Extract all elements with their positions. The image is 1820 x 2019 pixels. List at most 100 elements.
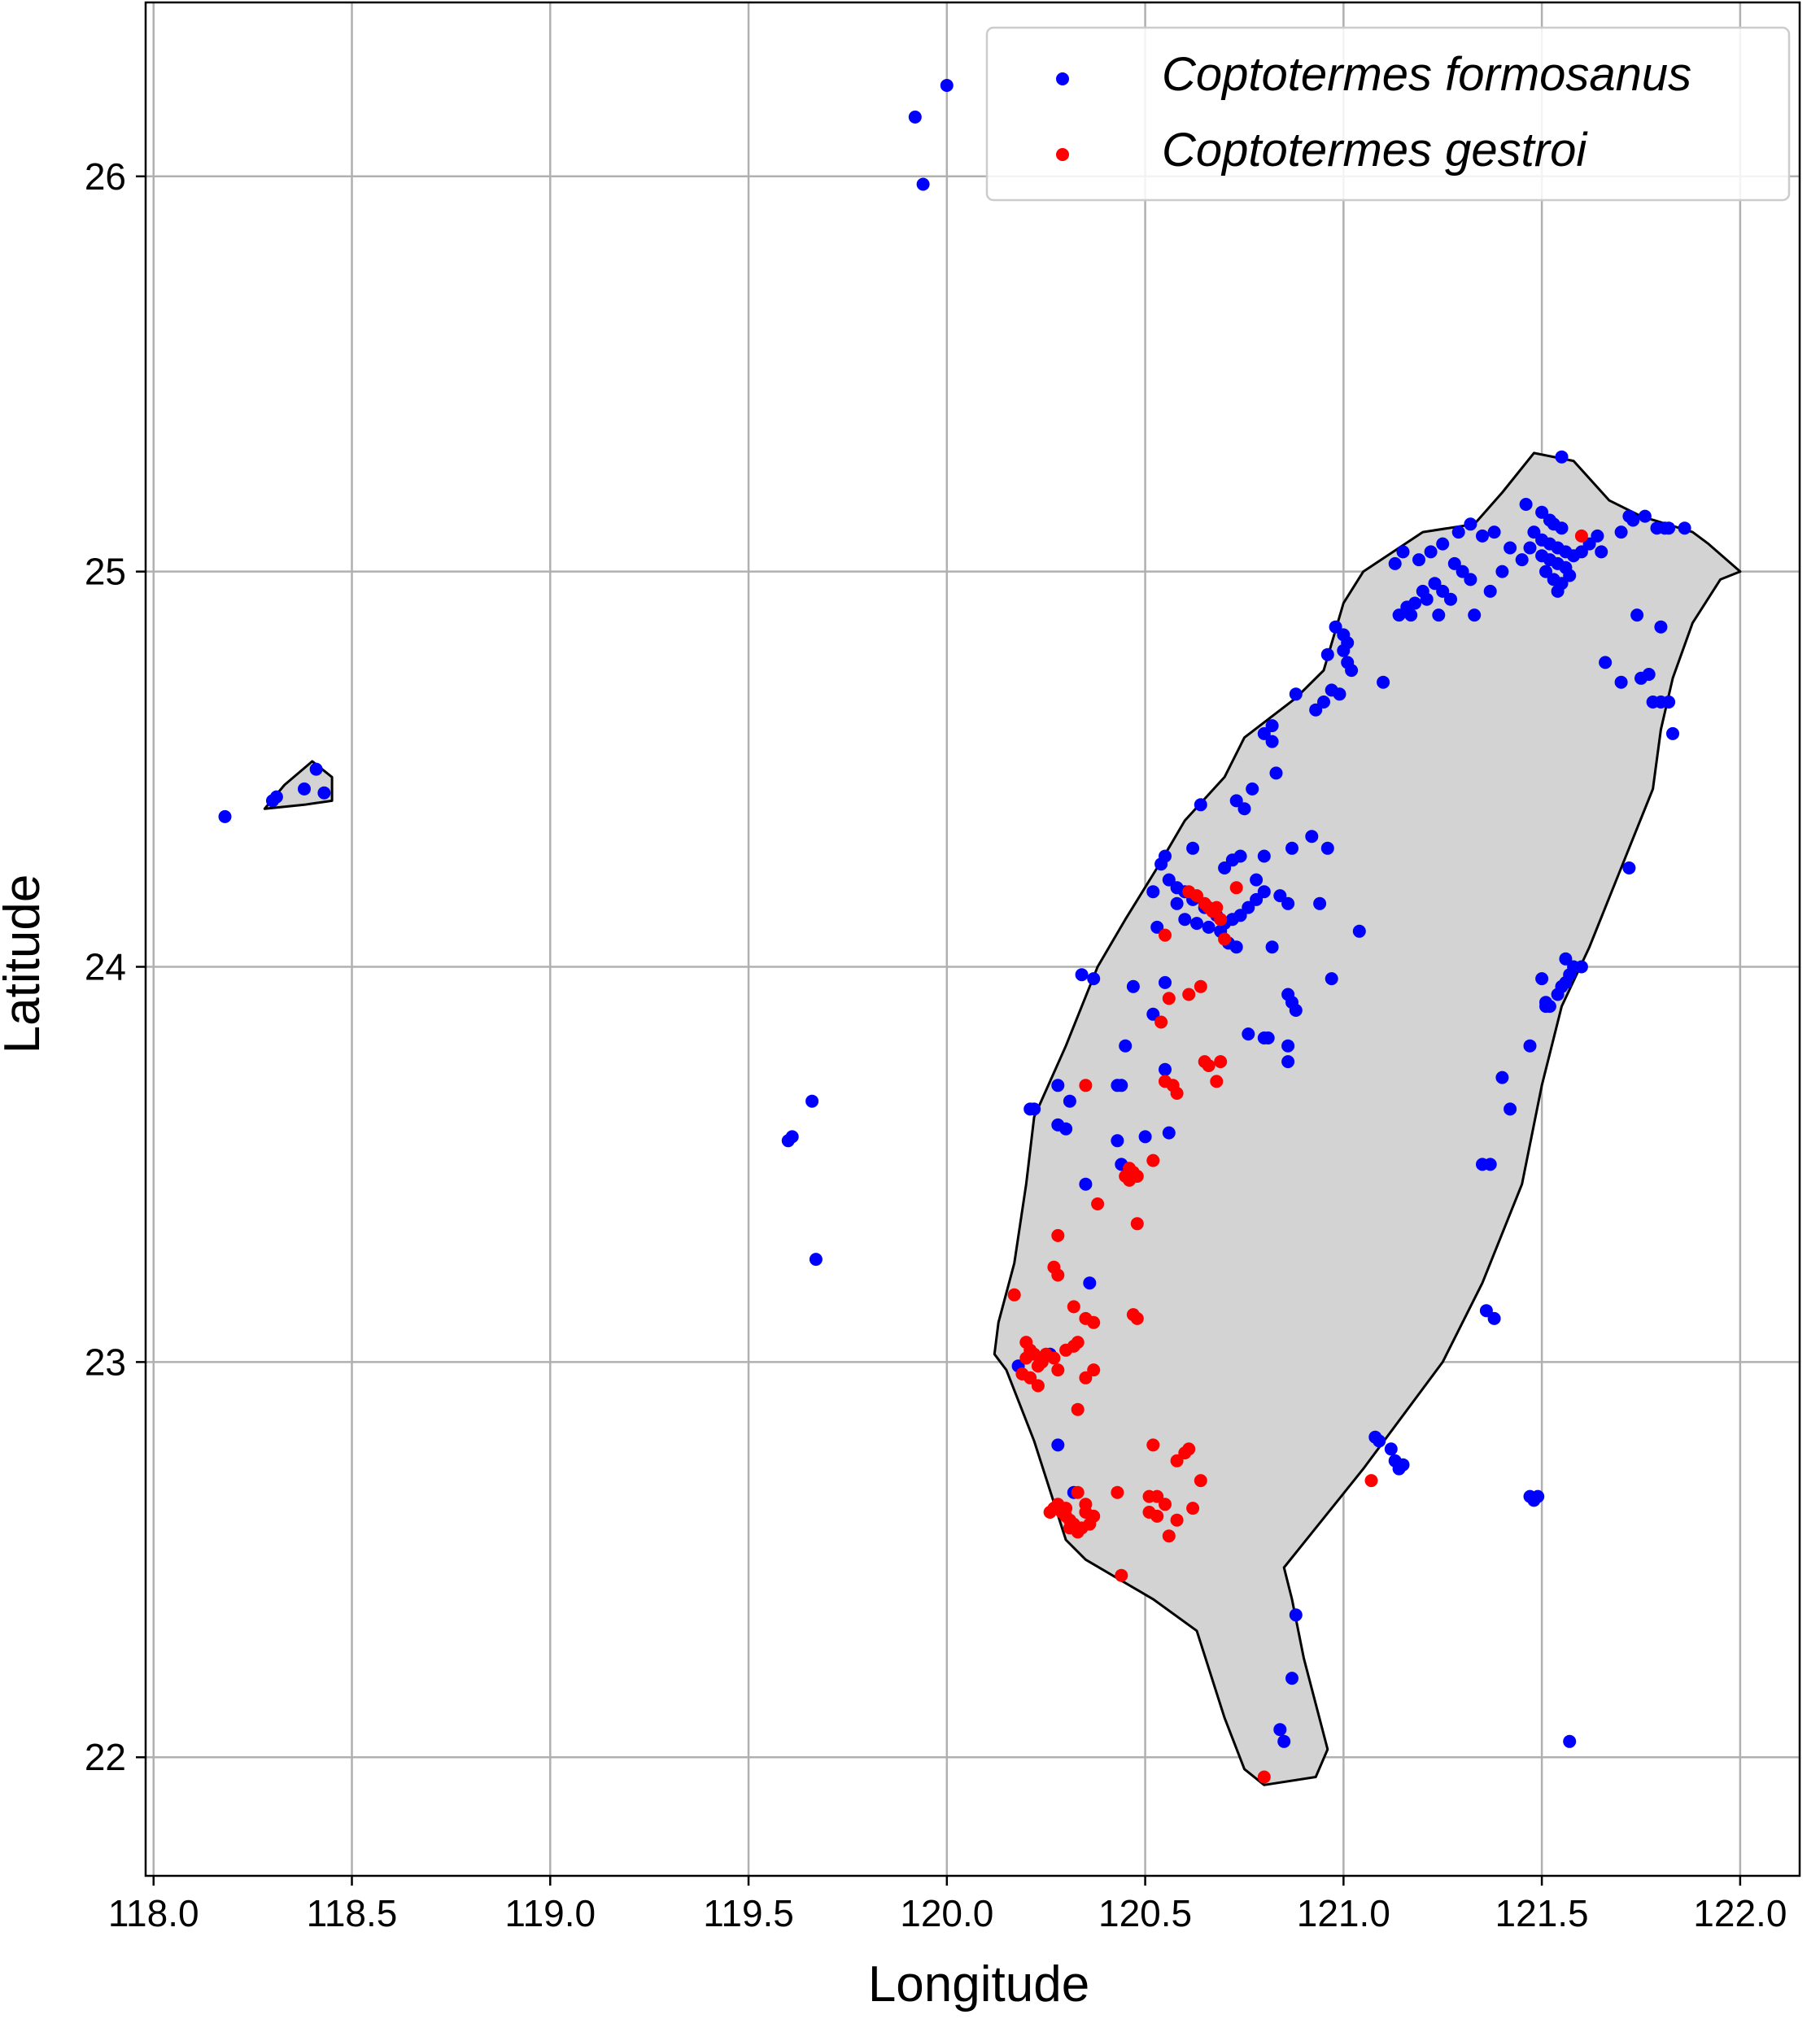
- formosanus-point: [1273, 1723, 1287, 1737]
- formosanus-point: [309, 762, 323, 776]
- formosanus-point: [1237, 802, 1251, 816]
- formosanus-point: [1317, 696, 1330, 709]
- gestroi-point: [1051, 1228, 1065, 1242]
- formosanus-point: [1523, 541, 1537, 555]
- formosanus-point: [1257, 885, 1271, 899]
- gestroi-point: [1186, 1502, 1200, 1515]
- gestroi-point: [1150, 1509, 1164, 1523]
- gestroi-point: [1047, 1351, 1061, 1365]
- formosanus-point: [1111, 1134, 1124, 1148]
- formosanus-point: [1535, 972, 1549, 986]
- formosanus-point: [1242, 1027, 1255, 1041]
- formosanus-point: [1269, 766, 1283, 780]
- gestroi-point: [1218, 932, 1232, 946]
- formosanus-point: [1388, 556, 1402, 570]
- gestroi-point: [1159, 928, 1172, 942]
- series-formosanus: [218, 79, 1691, 1748]
- gestroi-point: [1190, 889, 1203, 903]
- formosanus-point: [1563, 569, 1577, 582]
- gestroi-point: [1079, 1498, 1093, 1511]
- gestroi-point: [1162, 992, 1176, 1005]
- formosanus-point: [1591, 529, 1604, 543]
- formosanus-point: [1630, 608, 1644, 622]
- formosanus-point: [1345, 664, 1359, 678]
- formosanus-point: [1059, 1122, 1073, 1136]
- formosanus-point: [1468, 608, 1482, 622]
- formosanus-point: [1614, 675, 1628, 689]
- formosanus-point: [1273, 889, 1287, 903]
- formosanus-point: [1289, 1608, 1303, 1622]
- formosanus-point: [269, 790, 283, 804]
- formosanus-point: [1233, 849, 1247, 863]
- formosanus-point: [1289, 687, 1303, 701]
- gestroi-point: [1210, 900, 1224, 914]
- formosanus-point: [1447, 556, 1461, 570]
- formosanus-point: [1582, 537, 1596, 551]
- formosanus-point: [1504, 541, 1517, 555]
- formosanus-point: [940, 79, 954, 92]
- formosanus-point: [218, 809, 232, 823]
- formosanus-point: [1250, 892, 1264, 906]
- formosanus-point: [1028, 1102, 1041, 1116]
- gestroi-point: [1202, 1059, 1216, 1072]
- formosanus-point: [1436, 584, 1450, 598]
- formosanus-point: [1539, 565, 1552, 578]
- formosanus-point: [1257, 849, 1271, 863]
- gestroi-point: [1210, 1075, 1224, 1088]
- formosanus-point: [1495, 565, 1509, 578]
- formosanus-point: [1574, 960, 1588, 974]
- formosanus-point: [1329, 620, 1342, 634]
- formosanus-point: [1424, 545, 1438, 559]
- formosanus-point: [1229, 794, 1243, 808]
- formosanus-point: [1250, 873, 1264, 887]
- x-tick-label: 120.5: [1098, 1892, 1192, 1934]
- formosanus-point: [1483, 584, 1497, 598]
- formosanus-point: [1483, 1158, 1497, 1171]
- formosanus-point: [1377, 675, 1390, 689]
- formosanus-point: [1476, 529, 1489, 543]
- x-axis-ticks: 118.0 118.5 119.0 119.5 120.0 120.5 121.0 121.5…: [108, 1876, 1787, 1934]
- legend-label-formosanus: Coptotermes formosanus: [1162, 48, 1691, 101]
- formosanus-point: [1404, 608, 1418, 622]
- x-tick-label: 121.0: [1297, 1892, 1390, 1934]
- formosanus-point: [1678, 521, 1691, 535]
- gestroi-point: [1154, 1015, 1168, 1029]
- gestroi-point: [1111, 1485, 1124, 1499]
- formosanus-point: [1265, 735, 1279, 748]
- formosanus-point: [1159, 1062, 1172, 1076]
- formosanus-point: [1479, 1304, 1493, 1318]
- formosanus-point: [1320, 841, 1334, 855]
- formosanus-point: [1662, 521, 1676, 535]
- x-tick-label: 119.5: [703, 1892, 794, 1934]
- gestroi-point: [1364, 1474, 1378, 1488]
- formosanus-point: [809, 1253, 823, 1267]
- formosanus-point: [1154, 857, 1168, 871]
- gestroi-point: [1170, 1087, 1184, 1100]
- land-taiwan: [993, 451, 1742, 1786]
- formosanus-point: [1305, 830, 1319, 844]
- formosanus-point: [1261, 1031, 1275, 1044]
- formosanus-point: [1662, 696, 1676, 709]
- formosanus-point: [1063, 1094, 1076, 1108]
- formosanus-point: [1194, 798, 1207, 812]
- gestroi-point: [1130, 1311, 1144, 1325]
- x-tick-label: 121.5: [1495, 1892, 1589, 1934]
- formosanus-point: [1083, 1276, 1097, 1290]
- formosanus-point: [1614, 525, 1628, 539]
- formosanus-point: [1087, 972, 1101, 986]
- formosanus-point: [1162, 873, 1176, 887]
- gestroi-point: [1007, 1288, 1021, 1302]
- formosanus-point: [785, 1130, 799, 1144]
- gestroi-point: [1115, 1568, 1128, 1582]
- formosanus-point: [1150, 920, 1164, 934]
- formosanus-point: [1289, 1004, 1303, 1017]
- formosanus-point: [1229, 940, 1243, 954]
- x-tick-label: 118.5: [307, 1892, 398, 1934]
- formosanus-point: [1384, 1442, 1398, 1456]
- gestroi-point: [1079, 1079, 1093, 1092]
- formosanus-point: [1428, 577, 1442, 591]
- formosanus-point: [1495, 1071, 1509, 1084]
- formosanus-point: [1551, 584, 1565, 598]
- land-layer: [263, 451, 1742, 1786]
